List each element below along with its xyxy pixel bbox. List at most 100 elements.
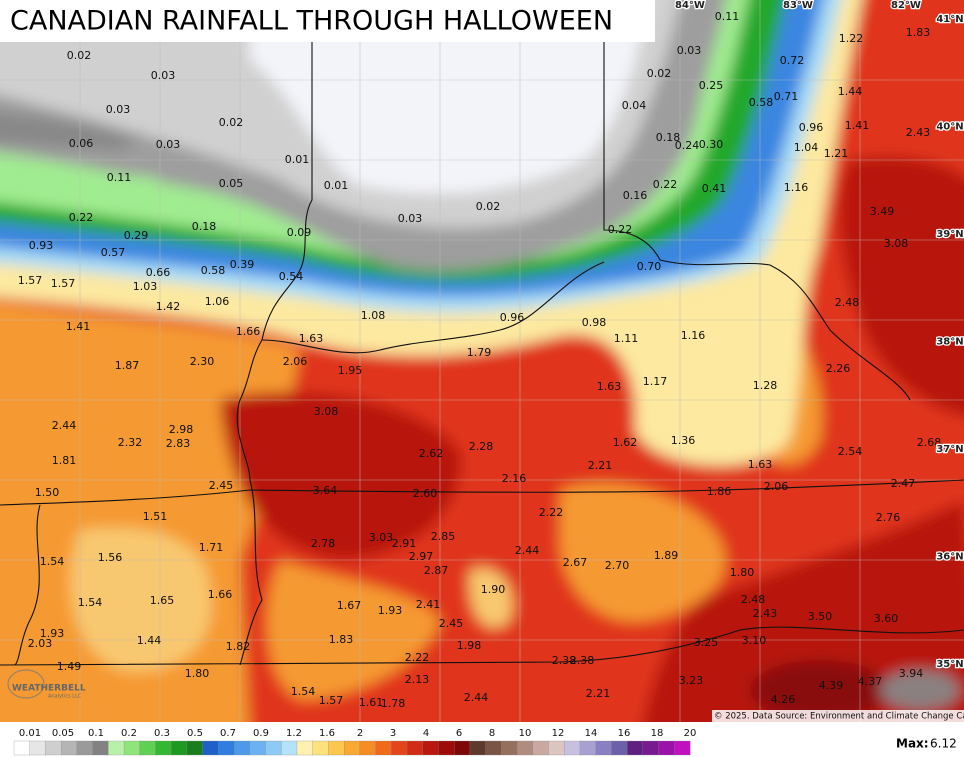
rainfall-value: 1.22 — [839, 32, 864, 45]
rainfall-value: 0.09 — [287, 226, 312, 239]
legend-swatch — [375, 740, 392, 756]
rainfall-value: 1.81 — [52, 454, 77, 467]
rainfall-value: 2.44 — [464, 691, 489, 704]
legend-tick-label: 1.6 — [319, 728, 335, 739]
rainfall-value: 0.03 — [677, 44, 702, 57]
rainfall-value: 1.21 — [824, 147, 849, 160]
legend-swatch — [312, 740, 329, 756]
rainfall-value: 2.47 — [891, 477, 916, 490]
rainfall-value: 3.50 — [808, 610, 833, 623]
rainfall-value: 1.54 — [40, 555, 65, 568]
rainfall-value: 0.02 — [67, 49, 92, 62]
rainfall-value: 1.50 — [35, 486, 60, 499]
rainfall-value: 1.08 — [361, 309, 386, 322]
rainfall-value: 1.83 — [906, 26, 931, 39]
rainfall-value: 0.03 — [156, 138, 181, 151]
rainfall-value: 1.66 — [208, 588, 233, 601]
rainfall-value: 1.83 — [329, 633, 354, 646]
legend-swatch — [139, 740, 156, 756]
legend-swatch — [328, 740, 345, 756]
rainfall-value: 2.03 — [28, 637, 53, 650]
rainfall-value: 0.70 — [637, 260, 662, 273]
rainfall-value: 2.91 — [392, 537, 417, 550]
max-label: Max: — [896, 737, 929, 751]
rainfall-value: 0.22 — [653, 178, 678, 191]
legend-tick-label: 6 — [456, 728, 462, 739]
legend-tick-label: 16 — [618, 728, 631, 739]
legend-swatch — [45, 740, 62, 756]
logo-name: WEATHERBELL — [12, 684, 86, 694]
legend-swatch — [501, 740, 518, 756]
legend-swatch — [359, 740, 377, 756]
rainfall-value: 3.25 — [694, 636, 719, 649]
copyright: © 2025. Data Source: Environment and Cli… — [714, 712, 964, 722]
rainfall-value: 1.42 — [156, 300, 181, 313]
rainfall-value: 1.61 — [359, 696, 384, 709]
legend-tick-label: 2 — [357, 728, 363, 739]
rainfall-value: 2.41 — [416, 598, 441, 611]
legend-swatch — [281, 740, 298, 756]
legend-swatch — [516, 740, 534, 756]
rainfall-value: 3.10 — [742, 634, 767, 647]
longitude-label: 83°W — [783, 0, 813, 11]
rainfall-value: 0.58 — [201, 264, 226, 277]
rainfall-value: 2.76 — [876, 511, 901, 524]
rainfall-value: 2.21 — [588, 459, 613, 472]
rainfall-value: 1.56 — [98, 551, 123, 564]
rainfall-value: 3.23 — [679, 674, 704, 687]
rainfall-value: 2.26 — [826, 362, 851, 375]
rainfall-value: 0.39 — [230, 258, 255, 271]
rainfall-value: 1.17 — [643, 375, 668, 388]
rainfall-value: 0.11 — [107, 171, 132, 184]
rainfall-value: 1.54 — [291, 685, 316, 698]
rainfall-value: 1.44 — [838, 85, 863, 98]
rainfall-value: 1.28 — [753, 379, 778, 392]
rainfall-value: 0.03 — [398, 212, 423, 225]
rainfall-value: 3.64 — [313, 484, 338, 497]
legend-swatch — [642, 740, 660, 756]
rainfall-value: 2.60 — [413, 487, 438, 500]
legend-tick-label: 20 — [684, 728, 697, 739]
legend-swatch — [343, 740, 361, 756]
rainfall-value: 0.54 — [279, 270, 304, 283]
rainfall-value: 1.80 — [185, 667, 210, 680]
legend-swatch — [422, 740, 439, 756]
rainfall-value: 2.28 — [469, 440, 494, 453]
rainfall-value: 2.44 — [515, 544, 540, 557]
legend-swatch — [485, 740, 502, 756]
title-background — [0, 0, 655, 42]
rainfall-value: 2.44 — [52, 419, 77, 432]
rainfall-value: 3.49 — [870, 205, 895, 218]
legend-tick-label: 4 — [423, 728, 429, 739]
rainfall-value: 0.96 — [500, 311, 525, 324]
legend-tick-label: 0.3 — [154, 728, 170, 739]
rainfall-value: 2.06 — [283, 355, 308, 368]
legend-tick-label: 8 — [489, 728, 495, 739]
rainfall-value: 2.43 — [906, 126, 931, 139]
rainfall-value: 2.48 — [835, 296, 860, 309]
rainfall-value: 0.30 — [699, 138, 724, 151]
rainfall-value: 0.98 — [582, 316, 607, 329]
rainfall-value: 0.71 — [774, 90, 799, 103]
rainfall-value: 0.02 — [476, 200, 501, 213]
rainfall-value: 0.25 — [699, 79, 724, 92]
rainfall-value: 2.16 — [502, 472, 527, 485]
legend-swatch — [29, 740, 46, 756]
rainfall-value: 1.06 — [205, 295, 230, 308]
legend-swatch — [469, 740, 487, 756]
logo-subtitle: Analytics LLC — [48, 694, 82, 700]
legend-tick-label: 14 — [585, 728, 598, 739]
rainfall-value: 2.54 — [838, 445, 863, 458]
longitude-label: 84°W — [675, 0, 705, 11]
legend-swatch — [76, 740, 94, 756]
rainfall-value: 0.96 — [799, 121, 824, 134]
rainfall-value: 1.78 — [381, 697, 406, 710]
rainfall-value: 1.57 — [319, 694, 344, 707]
legend-swatch — [155, 740, 172, 756]
rainfall-value: 0.01 — [285, 153, 310, 166]
rainfall-value: 1.04 — [794, 141, 819, 154]
legend-swatch — [579, 740, 597, 756]
rainfall-value: 3.94 — [899, 667, 924, 680]
legend-swatch — [61, 740, 78, 756]
rainfall-value: 0.05 — [219, 177, 244, 190]
